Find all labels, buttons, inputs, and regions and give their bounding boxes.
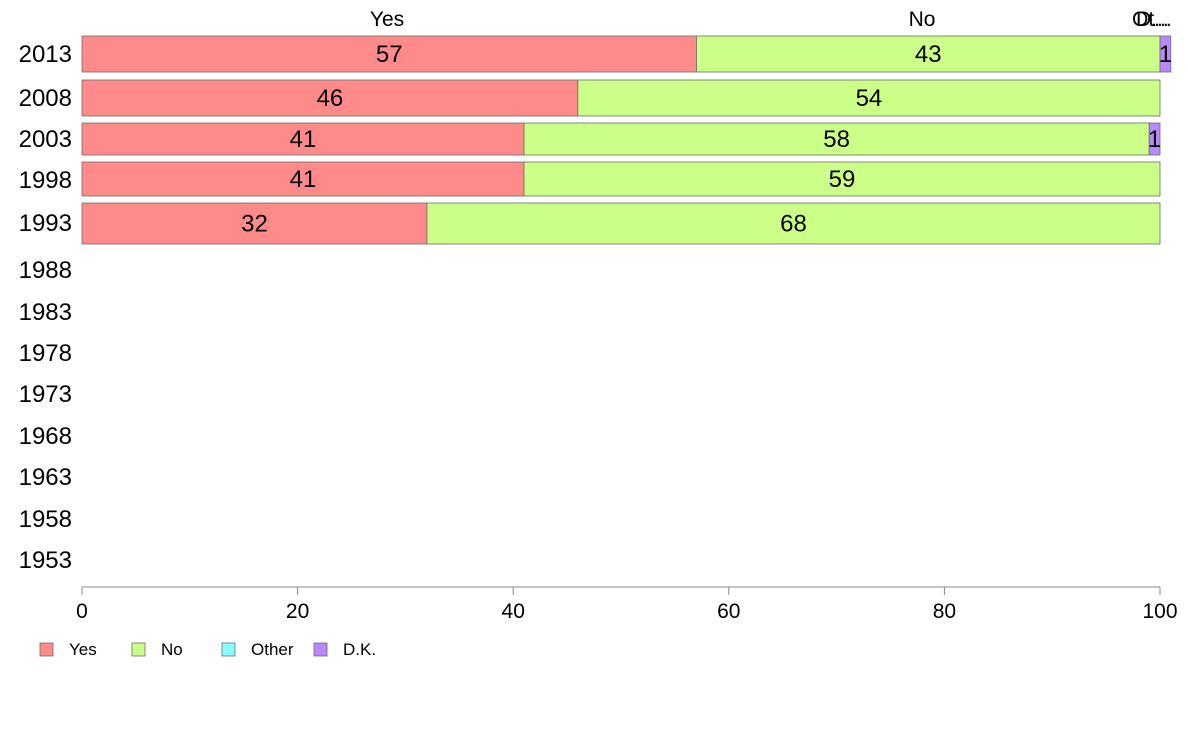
bar-2008-no <box>577 79 1161 117</box>
legend-swatch-dk <box>313 642 328 657</box>
year-label-1998: 1998 <box>19 167 72 194</box>
value-label-2013-dk: 1 <box>1159 41 1172 68</box>
x-tick-label-100: 100 <box>1142 600 1177 623</box>
top-label-yes: Yes <box>370 8 404 31</box>
bar-2013-dk <box>1159 35 1172 73</box>
x-tick-label-0: 0 <box>76 600 88 623</box>
bar-1998-no <box>523 161 1161 197</box>
bar-1993-yes <box>81 202 428 245</box>
legend-swatch-other <box>221 642 236 657</box>
year-label-1978: 1978 <box>19 340 72 367</box>
legend-swatch-yes <box>39 642 54 657</box>
value-label-1993-yes: 32 <box>241 211 268 238</box>
legend-label-no: No <box>161 640 183 659</box>
year-label-1973: 1973 <box>19 381 72 408</box>
legend-label-yes: Yes <box>69 640 97 659</box>
year-label-1963: 1963 <box>19 464 72 491</box>
legend-swatch-no <box>131 642 146 657</box>
top-label-no: No <box>909 8 936 31</box>
x-tick-label-40: 40 <box>502 600 525 623</box>
x-tick-label-60: 60 <box>717 600 740 623</box>
value-label-2003-yes: 41 <box>290 126 317 153</box>
bar-1998-yes <box>81 161 525 197</box>
year-label-2013: 2013 <box>19 41 72 68</box>
year-label-1953: 1953 <box>19 547 72 574</box>
x-tick-label-80: 80 <box>933 600 956 623</box>
bar-2013-yes <box>81 35 697 73</box>
year-label-1958: 1958 <box>19 506 72 533</box>
legend-label-dk: D.K. <box>343 640 376 659</box>
legend-label-other: Other <box>251 640 294 659</box>
bar-2013-no <box>696 35 1161 73</box>
bar-1993-no <box>426 202 1161 245</box>
value-label-1998-yes: 41 <box>290 166 317 193</box>
value-label-2003-dk: 1 <box>1148 126 1161 153</box>
value-label-2003-no: 58 <box>823 126 850 153</box>
value-label-1998-no: 59 <box>829 166 856 193</box>
x-tick-label-20: 20 <box>286 600 309 623</box>
bar-2003-dk <box>1148 122 1161 156</box>
value-label-2013-yes: 57 <box>376 41 403 68</box>
bar-2003-no <box>523 122 1150 156</box>
value-label-2008-yes: 46 <box>317 85 344 112</box>
year-label-1983: 1983 <box>19 299 72 326</box>
value-label-2013-no: 43 <box>915 41 942 68</box>
year-label-1968: 1968 <box>19 423 72 450</box>
top-label-dk: D... <box>1136 8 1169 31</box>
year-label-1988: 1988 <box>19 257 72 284</box>
value-label-2008-no: 54 <box>856 85 883 112</box>
year-label-2003: 2003 <box>19 126 72 153</box>
value-label-1993-no: 68 <box>780 211 807 238</box>
bar-2003-yes <box>81 122 525 156</box>
top-label-other: Ot... <box>1132 8 1172 31</box>
year-label-1993: 1993 <box>19 210 72 237</box>
year-label-2008: 2008 <box>19 85 72 112</box>
